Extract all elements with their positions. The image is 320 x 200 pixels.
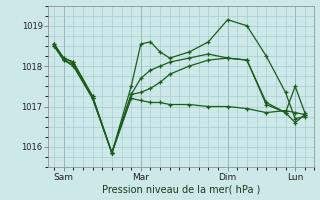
X-axis label: Pression niveau de la mer( hPa ): Pression niveau de la mer( hPa )	[102, 184, 260, 194]
